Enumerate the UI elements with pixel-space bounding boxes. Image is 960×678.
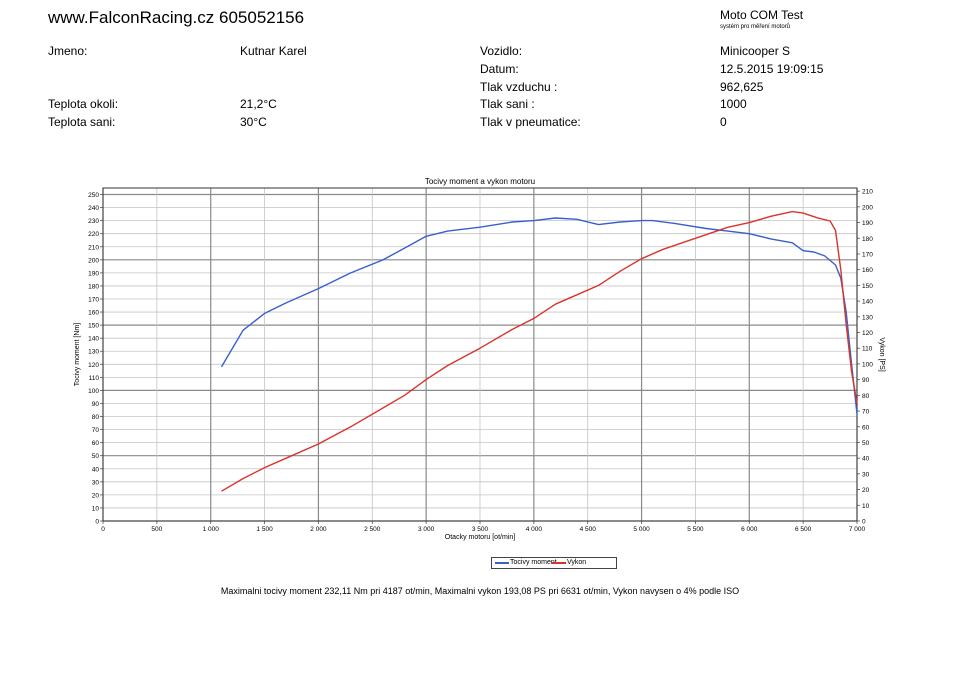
y-tick-label: 170 [88,297,99,304]
teplota-okoli-value: 21,2°C [240,97,277,111]
y-tick-label: 210 [88,244,99,251]
tlak-pneu-label: Tlak v pneumatice: [480,115,581,129]
x-tick-label: 500 [151,526,162,533]
y2-tick-label: 210 [862,189,873,196]
y-tick-label: 70 [92,427,100,434]
y2-tick-label: 50 [862,440,870,447]
x-tick-label: 7 000 [849,526,866,533]
chart-legend: Tocivy moment Vykon [491,557,617,569]
tlak-vzduchu-label: Tlak vzduchu : [480,80,558,94]
y-tick-label: 140 [88,336,99,343]
x-tick-label: 4 000 [526,526,543,533]
legend-power-label: Vykon [567,559,587,566]
y-tick-label: 180 [88,283,99,290]
y-tick-label: 220 [88,231,99,238]
y2-tick-label: 200 [862,204,873,211]
y2-tick-label: 10 [862,503,870,510]
tlak-sani-label: Tlak sani : [480,97,535,111]
y2-tick-label: 0 [862,519,866,526]
y-tick-label: 20 [92,492,100,499]
jmeno-label: Jmeno: [48,44,88,58]
y-axis-label: Tocivy moment [Nm] [74,323,81,386]
y2-tick-label: 130 [862,314,873,321]
legend-torque-swatch [495,562,509,564]
jmeno-value: Kutnar Karel [240,44,307,58]
y2-axis-label: Vykon [PS] [878,337,885,371]
y2-tick-label: 140 [862,299,873,306]
y-tick-label: 100 [88,388,99,395]
tlak-pneu-value: 0 [720,115,727,129]
x-tick-label: 5 500 [687,526,704,533]
x-tick-label: 6 500 [795,526,812,533]
x-tick-label: 3 000 [418,526,435,533]
y-tick-label: 200 [88,257,99,264]
brand-name: Moto COM Test [720,8,804,22]
y-tick-label: 240 [88,205,99,212]
y-tick-label: 80 [92,414,100,421]
y-tick-label: 50 [92,453,100,460]
x-tick-label: 5 000 [633,526,650,533]
teplota-sani-value: 30°C [240,115,267,129]
tlak-sani-value: 1000 [720,97,747,111]
y2-tick-label: 110 [862,346,873,353]
y2-tick-label: 60 [862,424,870,431]
x-tick-label: 2 500 [364,526,381,533]
y-tick-label: 250 [88,192,99,199]
x-tick-label: 6 000 [741,526,758,533]
y2-tick-label: 160 [862,267,873,274]
datum-value: 12.5.2015 19:09:15 [720,62,824,76]
x-tick-label: 0 [101,526,105,533]
y-tick-label: 130 [88,349,99,356]
y2-tick-label: 120 [862,330,873,337]
x-axis-label: Otacky motoru [ot/min] [445,534,515,541]
tlak-vzduchu-value: 962,625 [720,80,764,94]
y-tick-label: 150 [88,323,99,330]
y2-tick-label: 70 [862,409,870,416]
y2-tick-label: 150 [862,283,873,290]
y2-tick-label: 180 [862,236,873,243]
y-tick-label: 90 [92,401,100,408]
x-tick-label: 3 500 [472,526,489,533]
y-tick-label: 40 [92,466,100,473]
y-tick-label: 230 [88,218,99,225]
vozidlo-value: Minicooper S [720,44,791,58]
y2-tick-label: 30 [862,471,870,478]
y-tick-label: 60 [92,440,100,447]
y2-tick-label: 90 [862,377,870,384]
y2-tick-label: 40 [862,456,870,463]
brand-subtitle: systém pro měření motorů [720,24,791,30]
y2-tick-label: 100 [862,361,873,368]
site-title: www.FalconRacing.cz 605052156 [48,8,305,27]
legend-power-swatch [552,562,566,564]
x-tick-label: 1 000 [203,526,220,533]
y-tick-label: 190 [88,270,99,277]
series-line-power [221,210,858,492]
y2-tick-label: 190 [862,220,873,227]
vozidlo-label: Vozidlo: [480,44,523,58]
y2-tick-label: 80 [862,393,870,400]
y-tick-label: 10 [92,505,100,512]
plot-frame [102,187,858,522]
y-tick-label: 110 [89,375,100,382]
legend-torque-label: Tocivy moment [510,559,557,566]
datum-label: Datum: [480,62,519,76]
teplota-sani-label: Teplota sani: [48,115,116,129]
y-tick-label: 30 [92,479,100,486]
chart-title: Tocivy moment a vykon motoru [424,177,536,186]
x-tick-label: 4 500 [580,526,597,533]
y-tick-label: 0 [95,519,99,526]
y-tick-label: 160 [88,310,99,317]
y2-tick-label: 20 [862,487,870,494]
series-line-torque [220,217,858,414]
teplota-okoli-label: Teplota okoli: [48,97,119,111]
y-tick-label: 120 [88,362,99,369]
x-tick-label: 1 500 [256,526,273,533]
y2-tick-label: 170 [862,251,873,258]
x-tick-label: 2 000 [310,526,327,533]
summary-text: Maximalni tocivy moment 232,11 Nm pri 41… [220,586,740,596]
